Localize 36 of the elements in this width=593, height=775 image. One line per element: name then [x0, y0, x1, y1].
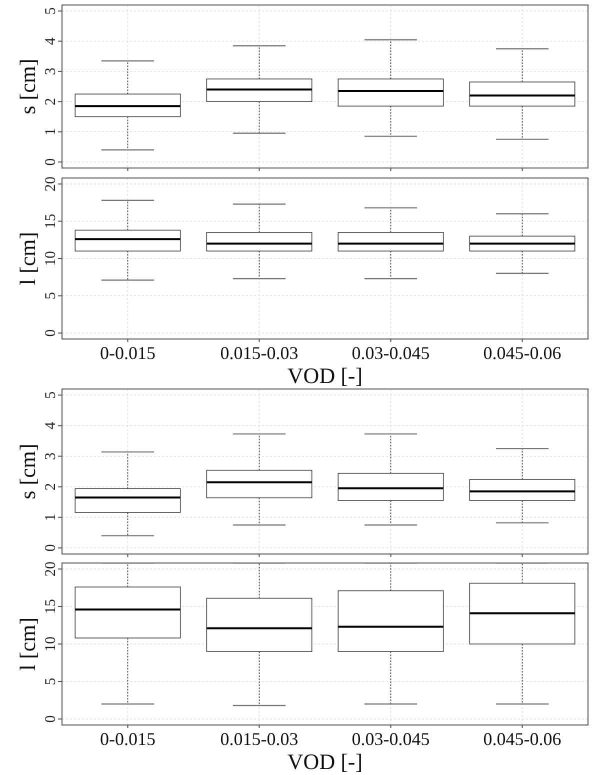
- y-tick-label: 1: [43, 128, 59, 136]
- y-tick-label: 2: [43, 483, 59, 491]
- y-tick-label: 20: [43, 562, 59, 576]
- y-axis-title: l [cm]: [15, 232, 40, 286]
- x-axis-title: VOD [-]: [287, 363, 363, 388]
- y-tick-label: 3: [43, 68, 59, 76]
- x-tick-label: 0.045-0.06: [483, 729, 562, 749]
- y-tick-label: 20: [43, 176, 59, 192]
- y-tick-label: 5: [43, 7, 59, 15]
- y-tick-label: 5: [43, 678, 59, 686]
- y-tick-label: 10: [43, 251, 59, 266]
- x-axis-title: VOD [-]: [287, 749, 363, 774]
- x-tick-label: 0.015-0.03: [220, 729, 298, 749]
- y-axis-title: l [cm]: [15, 617, 40, 671]
- y-tick-label: 1: [43, 514, 59, 522]
- y-tick-label: 10: [43, 636, 59, 652]
- x-tick-label: 0.03-0.045: [352, 729, 430, 749]
- y-tick-label: 0: [43, 544, 59, 552]
- y-tick-label: 4: [43, 36, 59, 45]
- y-tick-label: 4: [43, 421, 59, 430]
- x-tick-label: 0-0.015: [100, 729, 156, 749]
- x-tick-label: 0.015-0.03: [220, 343, 298, 363]
- y-tick-label: 0: [43, 715, 59, 723]
- y-tick-label: 3: [43, 452, 59, 460]
- y-tick-label: 15: [43, 599, 59, 614]
- y-tick-label: 5: [43, 292, 59, 300]
- y-tick-label: 15: [43, 214, 59, 229]
- y-axis-title: s [cm]: [15, 444, 40, 500]
- x-tick-label: 0.03-0.045: [352, 343, 430, 363]
- y-tick-label: 2: [43, 98, 59, 106]
- y-tick-label: 0: [43, 158, 59, 166]
- x-tick-label: 0.045-0.06: [483, 343, 562, 363]
- y-tick-label: 5: [43, 391, 59, 399]
- y-tick-label: 0: [43, 329, 59, 337]
- x-tick-label: 0-0.015: [100, 343, 156, 363]
- y-axis-title: s [cm]: [15, 58, 40, 114]
